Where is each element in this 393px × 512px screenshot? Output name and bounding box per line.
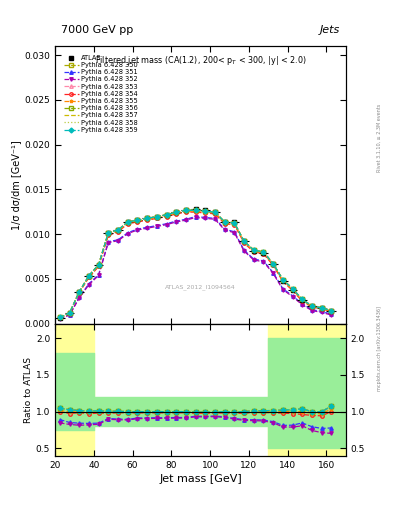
Y-axis label: 1/σ dσ/dm [GeV⁻¹]: 1/σ dσ/dm [GeV⁻¹] [11, 140, 22, 230]
Y-axis label: Ratio to ATLAS: Ratio to ATLAS [24, 357, 33, 422]
Text: Rivet 3.1.10, ≥ 2.3M events: Rivet 3.1.10, ≥ 2.3M events [377, 104, 382, 173]
X-axis label: Jet mass [GeV]: Jet mass [GeV] [159, 474, 242, 484]
Legend: ATLAS, Pythia 6.428 350, Pythia 6.428 351, Pythia 6.428 352, Pythia 6.428 353, P: ATLAS, Pythia 6.428 350, Pythia 6.428 35… [61, 52, 141, 136]
Text: 7000 GeV pp: 7000 GeV pp [61, 25, 133, 35]
Text: mcplots.cern.ch [arXiv:1306.3436]: mcplots.cern.ch [arXiv:1306.3436] [377, 306, 382, 391]
Text: Filtered jet mass (CA(1.2), 200< p$_T$ < 300, |y| < 2.0): Filtered jet mass (CA(1.2), 200< p$_T$ <… [95, 54, 306, 68]
Text: Jets: Jets [320, 25, 340, 35]
Text: ATLAS_2012_I1094564: ATLAS_2012_I1094564 [165, 285, 236, 290]
